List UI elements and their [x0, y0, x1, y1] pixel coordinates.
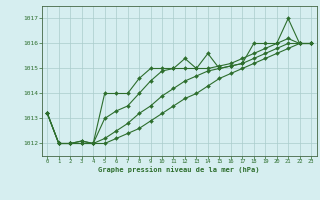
X-axis label: Graphe pression niveau de la mer (hPa): Graphe pression niveau de la mer (hPa): [99, 166, 260, 173]
